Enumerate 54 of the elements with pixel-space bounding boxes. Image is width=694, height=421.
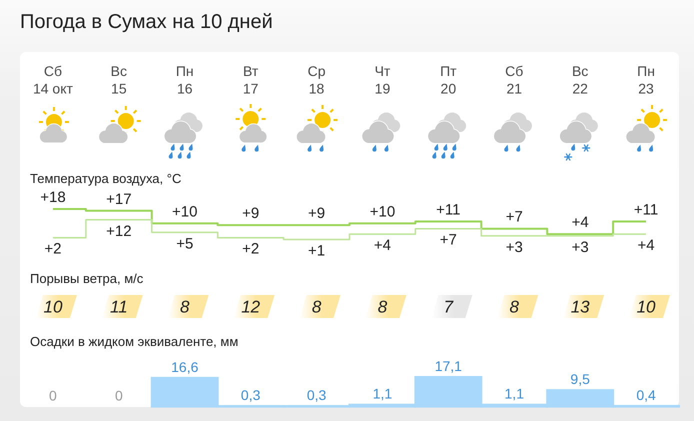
data-label: 9,5 (570, 371, 590, 388)
data-label: +11 (634, 202, 658, 219)
data-label: 12 (241, 298, 261, 316)
chart-title: Осадки в жидком эквиваленте, мм (30, 334, 238, 349)
x-tick-label: Вс 22 (572, 63, 588, 96)
x-tick-label: Чт 19 (374, 63, 391, 96)
data-label: +7 (506, 208, 523, 226)
data-label: +5 (176, 235, 194, 252)
data-label: +17 (106, 190, 132, 208)
x-tick-label: Ср 18 (308, 63, 326, 96)
data-label: 0 (49, 388, 58, 404)
data-label: 8 (180, 298, 190, 316)
data-label: 8 (510, 298, 520, 316)
x-tick-label: Сб 14 окт (32, 63, 74, 96)
x-tick-label: Пт 20 (440, 63, 458, 96)
data-label: 11 (110, 298, 128, 316)
data-label: 10 (636, 298, 656, 316)
data-label: +12 (106, 222, 132, 240)
data-label: 0 (114, 388, 123, 404)
data-label: 17,1 (434, 358, 462, 374)
data-label: +2 (242, 240, 260, 258)
chart-subtitle: Температура воздуха, °C (30, 171, 182, 186)
data-label: 1,1 (504, 386, 524, 402)
text: Порывы ветра, м/с (30, 271, 144, 286)
data-label: +2 (44, 240, 62, 258)
chart-title: Погода в Сумах на 10 дней (20, 11, 273, 33)
data-label: +4 (374, 237, 392, 254)
x-tick-label: Пн 16 (176, 63, 194, 96)
data-label: 7 (444, 298, 454, 316)
data-label: +10 (172, 203, 198, 220)
data-label: +3 (572, 238, 589, 256)
x-tick-label: Пн 23 (637, 63, 655, 96)
x-tick-label: Вт 17 (242, 63, 259, 96)
data-label: +9 (242, 205, 260, 222)
data-label: 0,3 (240, 387, 261, 404)
data-label: 0,3 (306, 387, 326, 404)
data-label: +3 (506, 238, 523, 256)
data-label: +7 (440, 232, 457, 249)
data-label: +4 (572, 214, 589, 232)
data-label: 0,4 (636, 386, 656, 403)
data-label: 8 (312, 298, 322, 316)
data-label: +1 (308, 242, 326, 260)
data-label: 16,6 (171, 358, 199, 375)
data-label: 1,1 (372, 386, 392, 402)
x-tick-label: Сб 21 (505, 63, 524, 96)
data-label: 8 (378, 298, 388, 316)
x-tick-label: Вс 15 (110, 63, 128, 96)
data-label: +4 (637, 237, 655, 254)
data-label: +11 (436, 202, 461, 219)
data-label: +10 (370, 203, 396, 220)
data-label: 13 (570, 298, 590, 316)
data-label: +9 (308, 205, 326, 222)
data-label: +18 (40, 189, 66, 206)
data-label: 10 (43, 298, 63, 316)
